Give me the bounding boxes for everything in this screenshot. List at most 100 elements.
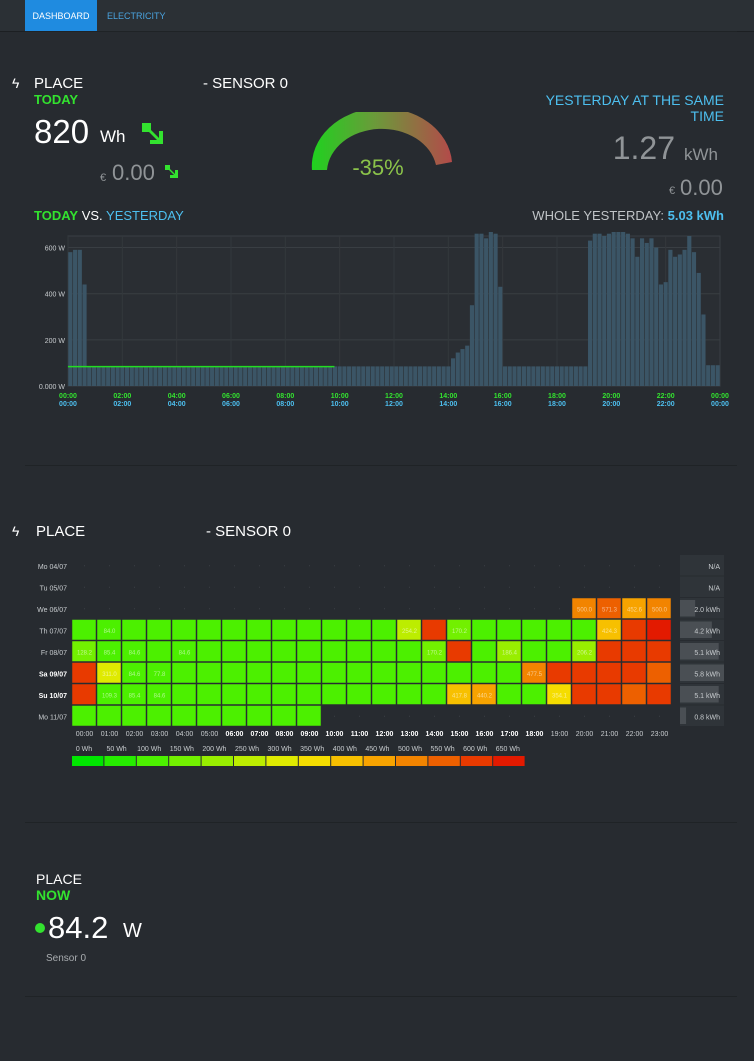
heatmap-cell[interactable]	[571, 597, 597, 619]
heatmap-cell[interactable]	[596, 597, 622, 619]
heatmap-cell[interactable]	[321, 619, 347, 641]
heatmap-cell[interactable]	[446, 683, 472, 705]
heatmap-cell[interactable]	[96, 619, 122, 641]
heatmap-cell[interactable]	[271, 683, 297, 705]
heatmap-cell[interactable]	[246, 662, 272, 684]
heatmap-cell[interactable]	[446, 640, 472, 662]
heatmap-cell[interactable]	[96, 640, 122, 662]
heatmap-cell[interactable]	[521, 619, 547, 641]
heatmap-cell[interactable]	[646, 683, 672, 705]
heatmap-cell[interactable]	[346, 619, 372, 641]
heatmap-cell[interactable]	[421, 619, 447, 641]
heatmap-cell[interactable]	[396, 662, 422, 684]
heatmap-cell[interactable]	[496, 619, 522, 641]
heatmap-cell[interactable]	[246, 619, 272, 641]
heatmap-cell[interactable]	[346, 640, 372, 662]
heatmap-cell[interactable]	[496, 683, 522, 705]
heatmap-cell[interactable]	[71, 640, 97, 662]
heatmap-cell[interactable]	[621, 640, 647, 662]
heatmap-cell[interactable]	[471, 683, 497, 705]
heatmap-cell[interactable]	[496, 662, 522, 684]
heatmap-cell[interactable]	[621, 619, 647, 641]
heatmap-cell[interactable]	[346, 662, 372, 684]
heatmap-cell[interactable]	[571, 683, 597, 705]
heatmap-cell[interactable]	[196, 640, 222, 662]
heatmap-cell[interactable]	[146, 619, 172, 641]
heatmap-cell[interactable]	[296, 662, 322, 684]
heatmap-cell[interactable]	[196, 662, 222, 684]
heatmap-cell[interactable]	[271, 662, 297, 684]
heatmap-cell[interactable]	[171, 705, 197, 727]
heatmap-cell[interactable]	[596, 683, 622, 705]
heatmap-cell[interactable]	[196, 705, 222, 727]
tab-dashboard[interactable]: DASHBOARD	[25, 0, 97, 31]
heatmap-cell[interactable]	[296, 640, 322, 662]
heatmap-cell[interactable]	[546, 619, 572, 641]
heatmap-cell[interactable]	[271, 619, 297, 641]
heatmap-cell[interactable]	[146, 640, 172, 662]
heatmap-cell[interactable]	[196, 683, 222, 705]
heatmap-cell[interactable]	[121, 662, 147, 684]
heatmap-cell[interactable]	[296, 619, 322, 641]
heatmap-cell[interactable]	[521, 683, 547, 705]
heatmap-cell[interactable]	[471, 619, 497, 641]
heatmap-cell[interactable]	[496, 640, 522, 662]
heatmap-cell[interactable]	[321, 683, 347, 705]
heatmap-cell[interactable]	[546, 640, 572, 662]
heatmap-cell[interactable]	[346, 683, 372, 705]
heatmap-cell[interactable]	[471, 662, 497, 684]
heatmap-cell[interactable]	[621, 662, 647, 684]
heatmap-cell[interactable]	[596, 662, 622, 684]
heatmap-cell[interactable]	[171, 640, 197, 662]
heatmap-cell[interactable]	[121, 619, 147, 641]
heatmap-cell[interactable]	[146, 662, 172, 684]
heatmap-cell[interactable]	[371, 662, 397, 684]
heatmap-cell[interactable]	[646, 597, 672, 619]
heatmap-cell[interactable]	[71, 683, 97, 705]
heatmap-cell[interactable]	[221, 662, 247, 684]
heatmap-cell[interactable]	[321, 640, 347, 662]
heatmap-cell[interactable]	[596, 640, 622, 662]
heatmap-cell[interactable]	[571, 619, 597, 641]
heatmap-cell[interactable]	[446, 619, 472, 641]
heatmap-cell[interactable]	[646, 619, 672, 641]
heatmap-cell[interactable]	[521, 640, 547, 662]
heatmap-cell[interactable]	[546, 683, 572, 705]
heatmap-cell[interactable]	[596, 619, 622, 641]
tab-electricity[interactable]: ELECTRICITY	[107, 11, 166, 21]
heatmap-cell[interactable]	[171, 683, 197, 705]
heatmap-cell[interactable]	[621, 683, 647, 705]
heatmap-cell[interactable]	[546, 662, 572, 684]
heatmap-cell[interactable]	[421, 640, 447, 662]
heatmap-cell[interactable]	[246, 640, 272, 662]
heatmap-cell[interactable]	[446, 662, 472, 684]
heatmap-cell[interactable]	[396, 683, 422, 705]
heatmap-cell[interactable]	[271, 705, 297, 727]
heatmap-cell[interactable]	[396, 640, 422, 662]
heatmap-cell[interactable]	[421, 662, 447, 684]
heatmap-cell[interactable]	[96, 662, 122, 684]
heatmap-cell[interactable]	[271, 640, 297, 662]
heatmap-cell[interactable]	[421, 683, 447, 705]
heatmap-cell[interactable]	[146, 705, 172, 727]
heatmap-cell[interactable]	[646, 640, 672, 662]
heatmap-cell[interactable]	[371, 619, 397, 641]
heatmap-cell[interactable]	[171, 619, 197, 641]
heatmap-cell[interactable]	[296, 705, 322, 727]
heatmap-cell[interactable]	[71, 705, 97, 727]
heatmap-cell[interactable]	[221, 683, 247, 705]
heatmap-cell[interactable]	[246, 683, 272, 705]
heatmap-cell[interactable]	[246, 705, 272, 727]
heatmap-cell[interactable]	[121, 640, 147, 662]
heatmap-cell[interactable]	[96, 683, 122, 705]
heatmap-cell[interactable]	[571, 640, 597, 662]
heatmap-cell[interactable]	[396, 619, 422, 641]
heatmap-cell[interactable]	[371, 683, 397, 705]
heatmap-cell[interactable]	[121, 705, 147, 727]
heatmap-cell[interactable]	[296, 683, 322, 705]
heatmap-cell[interactable]	[71, 662, 97, 684]
heatmap-cell[interactable]	[321, 662, 347, 684]
heatmap-cell[interactable]	[121, 683, 147, 705]
heatmap-cell[interactable]	[71, 619, 97, 641]
heatmap-cell[interactable]	[196, 619, 222, 641]
